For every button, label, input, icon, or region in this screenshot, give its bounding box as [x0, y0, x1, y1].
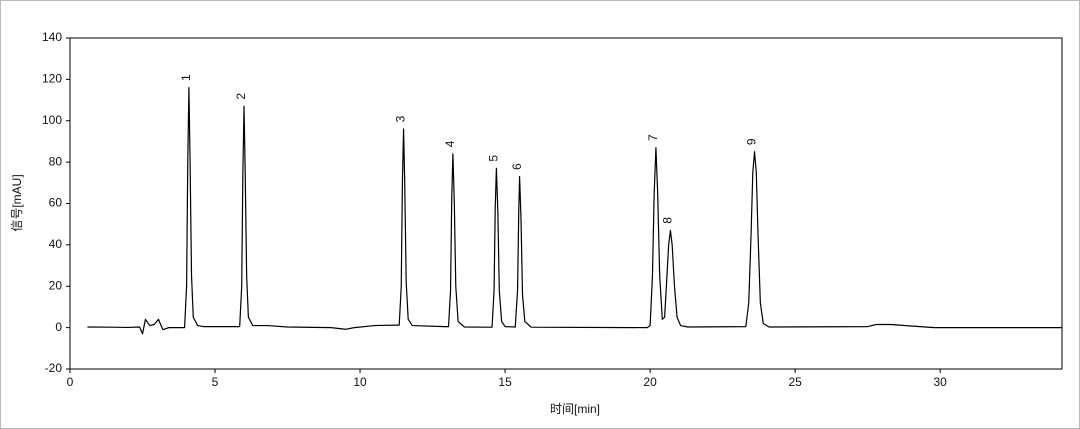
y-tick-label: 20	[49, 278, 63, 292]
peak-label: 3	[394, 115, 408, 122]
x-tick-label: 25	[788, 375, 802, 389]
x-axis-label: 时间[min]	[550, 402, 600, 416]
x-tick-label: 5	[212, 375, 219, 389]
x-tick-label: 15	[498, 375, 512, 389]
trace-line	[87, 87, 1062, 335]
peak-label: 5	[487, 155, 501, 162]
peak-label: 6	[510, 163, 524, 170]
peak-label: 9	[745, 138, 759, 145]
peak-label: 4	[443, 140, 457, 147]
y-tick-label: 40	[49, 237, 63, 251]
x-tick-label: 30	[933, 375, 947, 389]
y-axis-label: 信号[mAU]	[10, 174, 24, 231]
y-tick-label: 60	[49, 196, 63, 210]
peak-label: 1	[179, 74, 193, 81]
peak-label: 7	[646, 134, 660, 141]
y-tick-label: 120	[42, 72, 62, 86]
y-tick-label: 80	[49, 154, 63, 168]
y-tick-label: 0	[55, 320, 62, 334]
x-tick-label: 10	[353, 375, 367, 389]
x-tick-label: 20	[643, 375, 657, 389]
peak-label: 2	[234, 93, 248, 100]
x-tick-label: 0	[67, 375, 74, 389]
peak-label: 8	[661, 217, 675, 224]
y-tick-label: 100	[42, 113, 62, 127]
y-tick-label: 140	[42, 30, 62, 44]
y-tick-label: -20	[45, 361, 63, 375]
